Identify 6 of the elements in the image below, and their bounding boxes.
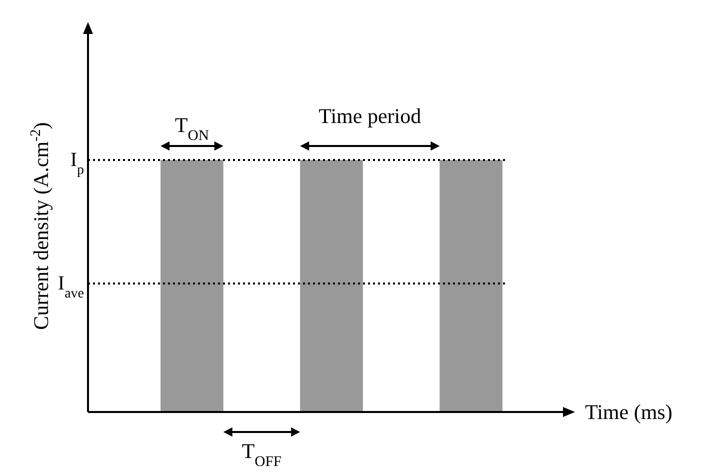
- x-axis-title: Time (ms): [585, 400, 672, 424]
- text: T$_{OFF}$: [242, 439, 282, 470]
- ref-line-label: I$_{p}$: [70, 149, 84, 178]
- text: Time period: [318, 104, 422, 128]
- ref-line-label: I$_{ave}$: [58, 272, 84, 301]
- text: T$_{ON}$: [174, 113, 210, 144]
